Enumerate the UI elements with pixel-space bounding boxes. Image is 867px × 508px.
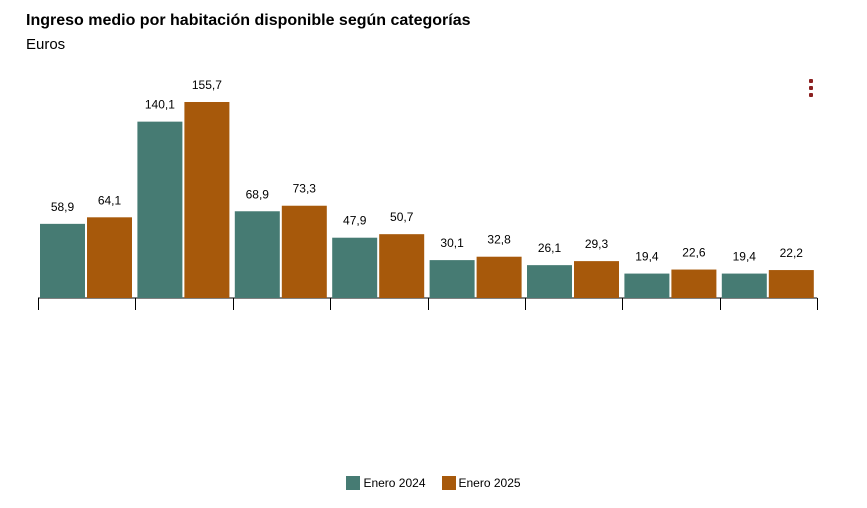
bar[interactable]	[671, 269, 717, 298]
data-label: 47,9	[343, 214, 367, 228]
bar[interactable]	[379, 234, 425, 298]
x-tick-label: 2 estrellas de oro	[456, 311, 473, 434]
legend-label-series-1: Enero 2024	[363, 476, 426, 490]
data-label: 22,2	[780, 246, 804, 260]
bar[interactable]	[768, 270, 814, 298]
bar[interactable]	[281, 205, 327, 298]
bar[interactable]	[137, 121, 183, 299]
bar[interactable]	[476, 256, 522, 298]
bar[interactable]	[40, 223, 85, 298]
data-label: 155,7	[192, 78, 222, 92]
bar[interactable]	[624, 273, 670, 298]
bar[interactable]	[184, 102, 230, 298]
data-label: 19,4	[733, 250, 757, 264]
data-label: 68,9	[246, 187, 270, 201]
legend: Enero 2024 Enero 2025	[0, 476, 867, 490]
x-tick-label: 1 estrella de oro	[554, 311, 571, 426]
data-label: 73,3	[293, 182, 317, 196]
data-label: 22,6	[682, 246, 706, 260]
data-label: 29,3	[585, 237, 609, 251]
data-label: 26,1	[538, 241, 562, 255]
vertical-ellipsis-icon[interactable]	[804, 77, 818, 99]
data-label: 19,4	[635, 250, 659, 264]
x-tick-label: 4 estrellas de oro	[262, 311, 279, 434]
x-tick-label: 1 de plata	[749, 311, 766, 381]
data-label: 50,7	[390, 210, 414, 224]
bar-chart: 58,9 64,1 TOTAL NACIONAL 140,1 155,7 5 estrel…	[38, 78, 818, 447]
bar[interactable]	[721, 273, 767, 298]
legend-swatch-series-2	[441, 476, 456, 490]
bar[interactable]	[87, 217, 132, 298]
x-tick-label: 3 y 2 de plata	[651, 311, 668, 407]
data-label: 140,1	[145, 98, 175, 112]
data-label: 58,9	[51, 200, 75, 214]
legend-item-series-1[interactable]: Enero 2024	[346, 476, 426, 490]
data-label: 64,1	[98, 193, 122, 207]
legend-item-series-2[interactable]: Enero 2025	[441, 476, 521, 490]
chart-subtitle: Euros	[26, 36, 66, 53]
x-tick-label: 3 estrellas de oro	[359, 311, 376, 434]
bar[interactable]	[527, 265, 572, 298]
bar[interactable]	[234, 211, 280, 298]
legend-label-series-2: Enero 2025	[458, 476, 521, 490]
x-tick-label: 5 estrellas de oro	[164, 311, 181, 434]
bar[interactable]	[429, 260, 475, 298]
bar[interactable]	[574, 261, 619, 298]
data-label: 30,1	[440, 236, 464, 250]
chart-title: Ingreso medio por habitación disponible …	[26, 12, 471, 29]
x-tick-label: TOTAL NACIONAL	[67, 311, 84, 447]
legend-swatch-series-1	[346, 476, 361, 490]
bar[interactable]	[332, 237, 378, 298]
data-label: 32,8	[487, 233, 511, 247]
